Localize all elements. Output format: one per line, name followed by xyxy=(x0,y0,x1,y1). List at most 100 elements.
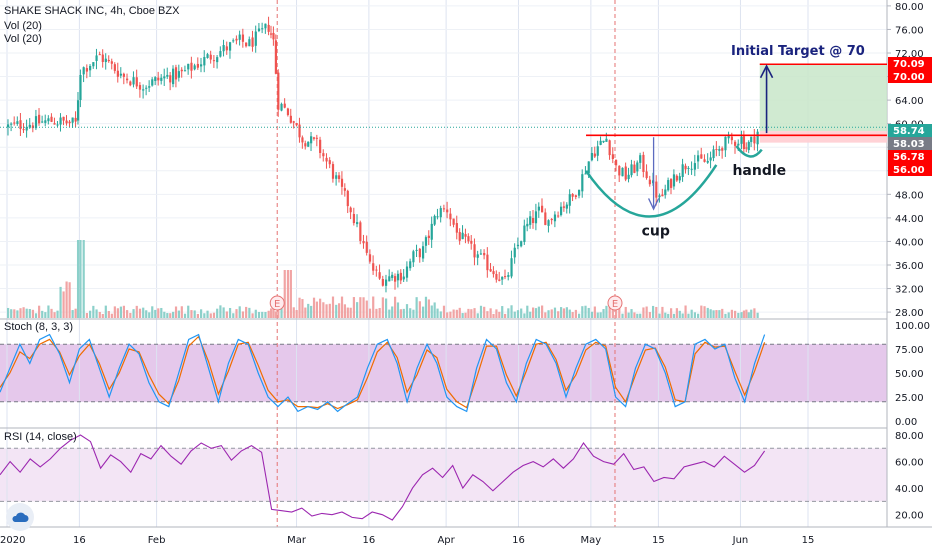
candle-body xyxy=(544,212,547,225)
volume-bar xyxy=(315,301,319,318)
volume-bar xyxy=(79,240,82,318)
candle-body xyxy=(709,157,712,161)
candle-body xyxy=(467,236,470,242)
volume-bar xyxy=(602,309,605,318)
volume-bar xyxy=(238,306,241,318)
volume-bar xyxy=(461,313,464,318)
volume-group xyxy=(7,240,759,318)
volume-bar xyxy=(325,304,328,318)
candle-body xyxy=(132,77,135,85)
volume-bar xyxy=(312,297,316,318)
candle-body xyxy=(76,100,80,121)
volume-bar xyxy=(633,312,636,318)
volume-bar xyxy=(47,305,50,318)
volume-bar xyxy=(574,309,577,318)
candle-body xyxy=(163,76,166,79)
volume-bar xyxy=(28,309,31,318)
volume-bar xyxy=(584,305,587,318)
volume-bar xyxy=(277,305,280,318)
volume-bar xyxy=(138,308,142,318)
candle-body xyxy=(667,180,670,191)
candle-body xyxy=(122,73,126,77)
candle-body xyxy=(648,179,651,185)
rsi-axis-label: 60.00 xyxy=(895,458,924,469)
candle-body xyxy=(232,40,235,42)
candle-body xyxy=(747,141,750,151)
volume-bar xyxy=(648,312,651,318)
volume-bar xyxy=(53,312,56,318)
candle-body xyxy=(655,181,658,198)
volume-bar xyxy=(381,297,384,318)
volume-bar xyxy=(62,291,65,318)
candle-body xyxy=(664,189,667,196)
candle-body xyxy=(642,154,645,172)
stoch-axis-label: 100.00 xyxy=(895,321,930,332)
stoch-axis-label: 50.00 xyxy=(895,369,924,380)
volume-bar xyxy=(19,308,22,318)
target-zone xyxy=(759,64,887,132)
candle-body xyxy=(574,195,577,197)
candle-body xyxy=(590,152,594,161)
candle-body xyxy=(700,154,703,159)
volume-bar xyxy=(38,305,41,318)
price-badge xyxy=(888,57,932,70)
earnings-marker-label: E xyxy=(612,299,618,310)
volume-bar xyxy=(232,313,235,318)
volume-bar xyxy=(13,309,16,318)
candle-body xyxy=(372,263,375,271)
volume-bar xyxy=(346,307,349,318)
candle-body xyxy=(489,269,492,272)
volume-bar xyxy=(283,270,286,318)
candle-body xyxy=(405,266,409,278)
price-axis-label: 32.00 xyxy=(895,285,924,296)
candle-body xyxy=(166,74,169,77)
volume-bar xyxy=(343,304,347,318)
volume-bar xyxy=(25,308,28,318)
price-badge xyxy=(888,137,932,150)
volume-bar xyxy=(119,306,122,318)
candle-body xyxy=(756,131,759,145)
volume-bar xyxy=(678,310,681,318)
candle-body xyxy=(62,116,65,121)
volume-bar xyxy=(501,306,504,318)
candle-body xyxy=(225,46,228,51)
candle-body xyxy=(661,194,664,197)
volume-bar xyxy=(436,308,439,318)
candle-body xyxy=(526,223,529,227)
volume-bar xyxy=(126,310,129,318)
price-axis-label: 44.00 xyxy=(895,214,924,225)
candle-body xyxy=(98,54,101,56)
volume-bar xyxy=(16,310,19,318)
candle-body xyxy=(399,272,402,281)
candle-body xyxy=(19,120,22,130)
candle-body xyxy=(681,164,684,177)
candle-body xyxy=(254,31,257,46)
tradingview-logo[interactable] xyxy=(6,503,34,531)
candle-body xyxy=(245,42,248,47)
candle-body xyxy=(557,215,560,217)
volume-bar xyxy=(507,308,510,318)
time-axis-label: 15 xyxy=(652,535,665,546)
candle-body xyxy=(424,237,428,246)
volume-bar xyxy=(409,308,412,318)
volume-bar xyxy=(180,306,183,318)
stoch-axis-label: 25.00 xyxy=(895,393,924,404)
volume-bar xyxy=(642,307,645,318)
volume-bar xyxy=(378,307,381,318)
candle-body xyxy=(187,63,190,70)
volume-bar xyxy=(391,306,394,318)
volume-bar xyxy=(446,312,449,318)
volume-bar xyxy=(160,307,163,318)
candle-body xyxy=(241,34,245,42)
volume-bar xyxy=(328,303,331,318)
volume-bar xyxy=(630,309,633,318)
candle-body xyxy=(727,136,730,139)
volume-bar xyxy=(486,311,489,318)
candle-body xyxy=(703,159,706,162)
candle-body xyxy=(430,223,433,240)
volume-bar xyxy=(669,308,673,318)
candle-body xyxy=(486,254,489,271)
candle-body xyxy=(50,116,53,122)
candle-body xyxy=(476,254,479,258)
